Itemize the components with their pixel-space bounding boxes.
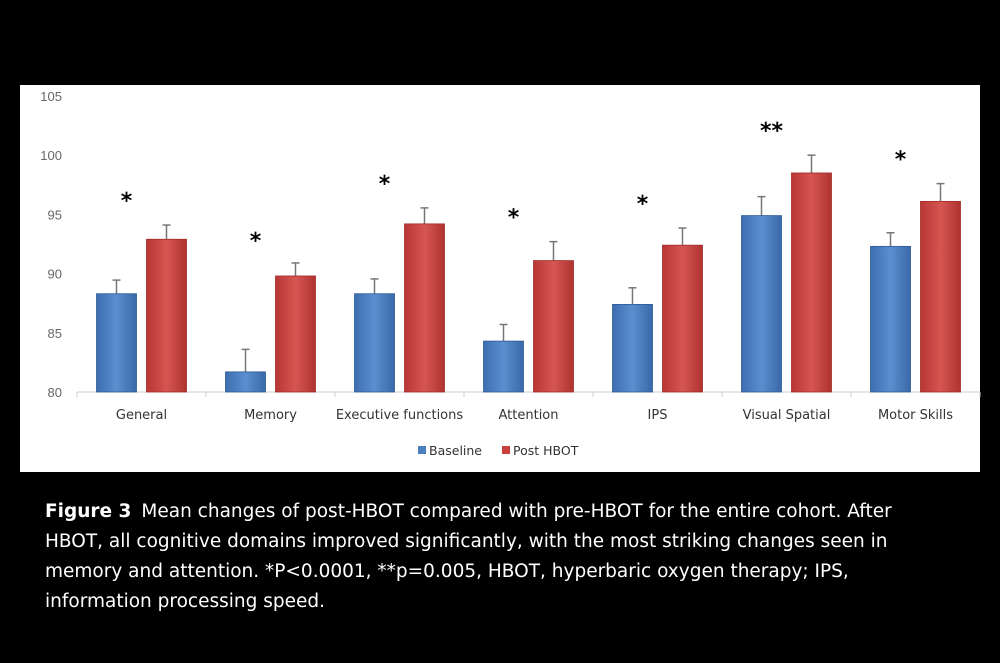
- significance-marker: *: [121, 189, 133, 214]
- legend-label: Post HBOT: [513, 443, 579, 458]
- y-tick-label: 80: [48, 385, 62, 400]
- post-hbot-bar: [791, 172, 832, 393]
- y-tick-label: 95: [48, 207, 62, 222]
- y-tick-label: 85: [48, 326, 62, 341]
- post-hbot-bar: [533, 260, 574, 393]
- baseline-bar: [354, 293, 395, 393]
- post-hbot-bar: [920, 200, 961, 393]
- x-tick-label: Visual Spatial: [743, 408, 831, 423]
- x-tick-label: Attention: [499, 408, 559, 423]
- post-hbot-bar: [146, 238, 187, 393]
- post-hbot-bar: [404, 223, 445, 393]
- x-tick-label: Memory: [244, 408, 297, 423]
- y-tick-label: 105: [40, 89, 62, 104]
- baseline-bar: [483, 340, 524, 393]
- figure-caption: Figure 3 Mean changes of post-HBOT compar…: [45, 497, 945, 617]
- x-tick-label: IPS: [648, 408, 668, 423]
- significance-marker: *: [637, 192, 649, 217]
- significance-marker: *: [895, 148, 907, 173]
- baseline-bar: [612, 303, 653, 393]
- x-tick-label: General: [116, 408, 167, 423]
- legend-label: Baseline: [429, 443, 482, 458]
- legend-swatch: [418, 446, 426, 454]
- significance-marker: *: [508, 206, 520, 231]
- baseline-bar: [870, 245, 911, 393]
- post-hbot-bar: [662, 244, 703, 393]
- significance-marker: **: [760, 119, 784, 144]
- caption-label: Figure 3: [45, 501, 132, 522]
- y-tick-label: 90: [48, 267, 62, 282]
- significance-marker: *: [379, 172, 391, 197]
- baseline-bar: [741, 215, 782, 393]
- post-hbot-bar: [275, 275, 316, 393]
- legend-swatch: [502, 446, 510, 454]
- baseline-bar: [225, 371, 266, 393]
- baseline-bar: [96, 293, 137, 393]
- significance-marker: *: [250, 229, 262, 254]
- x-tick-label: Motor Skills: [878, 408, 953, 423]
- x-tick-label: Executive functions: [336, 408, 464, 423]
- caption-text: Mean changes of post-HBOT compared with …: [45, 501, 892, 612]
- y-tick-label: 100: [40, 148, 62, 163]
